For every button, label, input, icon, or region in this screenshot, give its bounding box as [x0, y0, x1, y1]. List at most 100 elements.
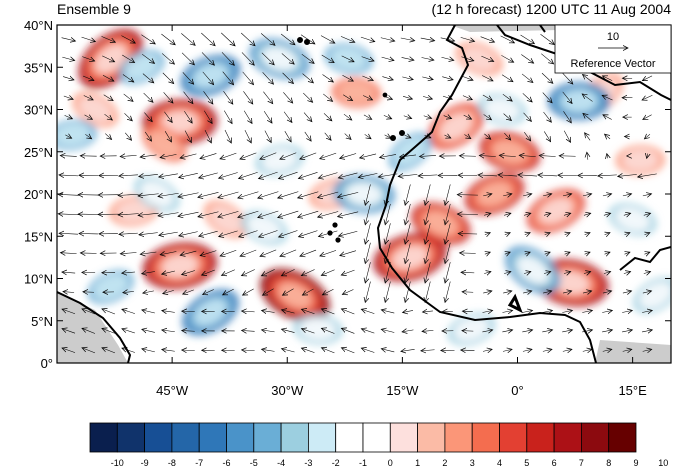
wind-vector [502, 330, 512, 332]
wind-vector [543, 272, 551, 274]
wind-vector [602, 76, 613, 81]
wind-vector [298, 172, 318, 178]
wind-vector [504, 213, 511, 215]
wind-vector [559, 156, 576, 157]
wind-vector [320, 250, 337, 256]
wind-vector [321, 348, 335, 354]
wind-vector [565, 233, 570, 235]
wind-vector [242, 311, 255, 312]
wind-vector [519, 155, 536, 156]
reference-vector-value: 10 [607, 31, 619, 43]
wind-vector [241, 52, 254, 65]
wind-vector [222, 269, 235, 276]
wind-vector [201, 32, 215, 46]
wind-vector [603, 213, 611, 215]
wind-vector [204, 130, 211, 143]
wind-vector [60, 156, 77, 157]
wind-vector [323, 93, 332, 102]
wind-vector [603, 272, 611, 274]
wind-vector [642, 349, 652, 351]
wind-vector [198, 211, 219, 217]
wind-vector [582, 94, 593, 102]
wind-vector [219, 230, 238, 237]
wind-vector [259, 171, 278, 178]
wind-vector [183, 91, 193, 104]
colorbar-label: -3 [304, 458, 312, 468]
wind-vector [320, 35, 335, 44]
wind-vector [380, 154, 397, 157]
wind-vector [459, 156, 476, 157]
wind-vector [102, 75, 114, 81]
wind-vector [422, 96, 432, 99]
wind-vector [85, 134, 91, 138]
wind-vector [562, 91, 572, 104]
wind-vector [484, 213, 491, 215]
wind-vector [64, 115, 73, 118]
wind-vector [381, 57, 394, 60]
wind-vector [159, 174, 178, 177]
wind-vector [220, 152, 237, 159]
wind-vector [423, 116, 432, 119]
wind-vector [199, 230, 218, 236]
wind-vector [61, 38, 76, 41]
colorbar-swatch [144, 422, 173, 453]
wind-vector [425, 223, 431, 244]
wind-vector [445, 223, 451, 244]
wind-vector [582, 194, 592, 196]
wind-vector [360, 153, 377, 158]
wind-vector [144, 131, 151, 141]
wind-vector [587, 152, 588, 160]
wind-vector [421, 57, 434, 60]
wind-vector [562, 310, 572, 312]
wind-vector [161, 33, 175, 45]
wind-vector [298, 210, 319, 217]
wind-vector [283, 92, 292, 103]
wind-vector [642, 310, 652, 312]
wind-vector [457, 214, 478, 215]
wind-vector [363, 95, 372, 99]
wind-vector [422, 330, 434, 331]
wind-vector [482, 94, 492, 100]
wind-vector [444, 135, 450, 138]
missing-data-region [57, 292, 128, 363]
wind-vector [464, 135, 470, 139]
wind-vector [607, 154, 608, 159]
reference-vector-label: Reference Vector [571, 58, 656, 70]
colorbar-swatch [335, 422, 364, 453]
wind-vector [163, 290, 174, 293]
wind-vector [642, 194, 652, 196]
wind-vector [282, 288, 294, 295]
wind-vector [160, 154, 177, 157]
wind-vector [102, 55, 114, 62]
wind-vector [622, 330, 632, 332]
wind-vector [484, 133, 490, 139]
negative-anomaly [560, 89, 598, 113]
wind-vector [404, 135, 411, 138]
wind-vector [602, 95, 613, 101]
wind-vector [119, 175, 138, 176]
wind-vector [425, 184, 431, 205]
wind-vector [203, 289, 214, 294]
wind-vector [321, 309, 335, 315]
wind-vector [238, 210, 259, 217]
wind-vector [543, 194, 552, 196]
wind-vector [302, 73, 314, 83]
axis-ticks: 0° 5°N 10°N 15°N 20°N 25°N 30°N 35°N 40°N 45°W 30°… [24, 18, 671, 398]
wind-vector [402, 77, 413, 80]
wind-vector [402, 330, 414, 332]
wind-vector [582, 310, 592, 312]
wind-vector [341, 309, 355, 315]
wind-vector [262, 349, 275, 351]
wind-vector [642, 330, 652, 332]
map-panel: 0° 5°N 10°N 15°N 20°N 25°N 30°N 35°N 40°N 45°W 30°… [24, 18, 672, 398]
wind-vector [562, 330, 572, 332]
wind-vector [583, 113, 592, 122]
wind-vector [242, 330, 255, 331]
wind-vector [122, 329, 135, 334]
wind-vector [383, 115, 392, 118]
wind-vector [643, 213, 651, 215]
wind-vector [299, 230, 318, 237]
wind-vector [462, 96, 472, 100]
wind-vector [562, 291, 572, 293]
wind-vector [82, 348, 96, 354]
